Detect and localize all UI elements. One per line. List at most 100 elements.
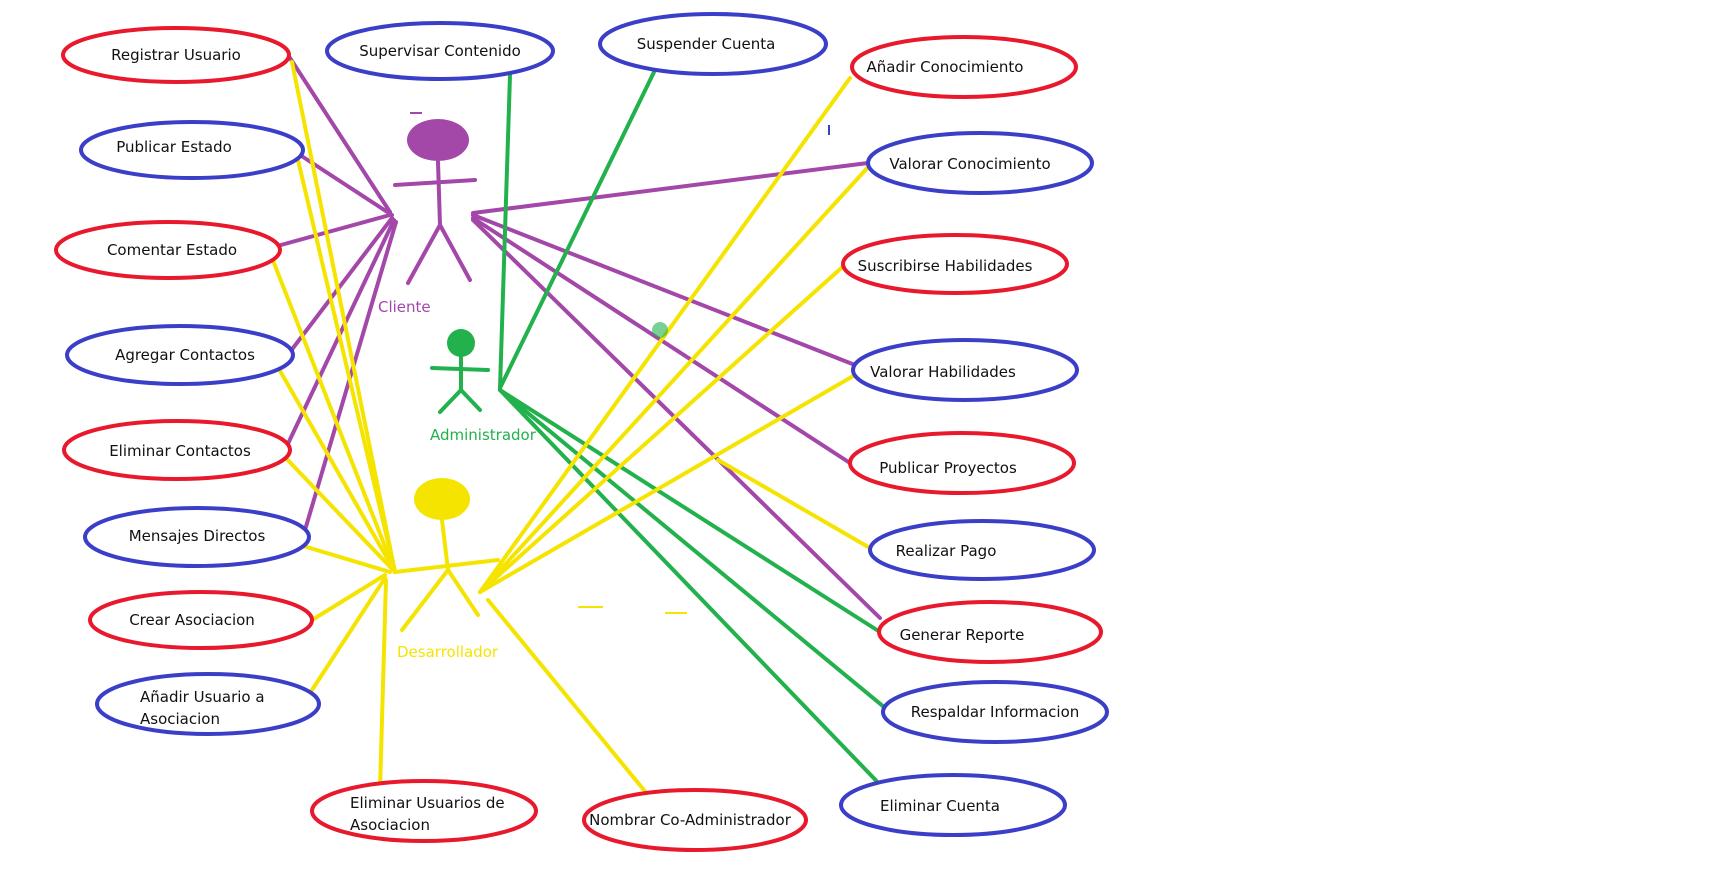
dev-line-valorar-conocimiento	[478, 163, 872, 594]
admin-line-supervisar-contenido	[498, 73, 512, 390]
usecase-label: Valorar Conocimiento	[889, 155, 1050, 173]
usecase-crear-asociacion[interactable]: Crear Asociacion	[88, 590, 314, 650]
usecase-ellipse	[65, 324, 295, 386]
actor-developer-head	[414, 478, 470, 520]
usecase-ellipse	[79, 120, 305, 180]
usecase-publicar-proyectos[interactable]: Publicar Proyectos	[848, 431, 1076, 495]
usecase-supervisar-contenido[interactable]: Supervisar Contenido	[325, 21, 555, 81]
usecase-ellipse	[841, 233, 1069, 295]
usecase-label: Agregar Contactos	[115, 346, 255, 364]
usecase-respaldar-informacion[interactable]: Respaldar Informacion	[881, 680, 1109, 744]
usecase-label: Eliminar Contactos	[109, 442, 251, 460]
usecase-label: Eliminar Cuenta	[880, 797, 1000, 815]
use-cases: Registrar Usuario Supervisar Contenido S…	[54, 12, 1109, 852]
admin-line-eliminar-cuenta	[498, 388, 892, 797]
actor-client: Cliente	[378, 119, 477, 316]
actor-developer-label: Desarrollador	[397, 643, 499, 661]
dev-line-nombrar-coadministrador	[486, 598, 650, 797]
usecase-anadir-usuario-asociacion[interactable]: Añadir Usuario a Asociacion	[95, 672, 321, 736]
usecase-label: Añadir Conocimiento	[867, 58, 1024, 76]
usecase-label: Realizar Pago	[896, 542, 997, 560]
usecase-ellipse	[54, 220, 282, 280]
actor-developer-body	[440, 518, 450, 572]
usecase-registrar-usuario[interactable]: Registrar Usuario	[61, 26, 291, 84]
usecase-eliminar-cuenta[interactable]: Eliminar Cuenta	[839, 773, 1067, 837]
admin-line-suspender-cuenta	[498, 68, 657, 390]
usecase-label: Suscribirse Habilidades	[858, 257, 1033, 275]
usecase-ellipse	[88, 590, 314, 650]
smudge-yellow-1	[578, 606, 603, 608]
client-associations	[268, 56, 882, 620]
actor-developer-leg-right	[446, 568, 480, 617]
actor-admin-label: Administrador	[430, 426, 537, 444]
usecase-eliminar-usuarios-asociacion[interactable]: Eliminar Usuarios de Asociacion	[310, 779, 538, 843]
usecase-label: Crear Asociacion	[129, 611, 255, 629]
actor-client-head	[407, 119, 469, 161]
client-line-generar-reporte	[471, 218, 882, 620]
dev-line-publicar-estado	[296, 158, 397, 574]
dev-line-eliminar-contactos	[278, 450, 397, 574]
actor-client-leg-right	[438, 223, 472, 282]
usecase-ellipse	[582, 788, 808, 852]
actor-developer-leg-left	[400, 568, 450, 632]
smudge-marks	[410, 112, 830, 614]
client-line-publicar-estado	[298, 153, 394, 217]
usecase-generar-reporte[interactable]: Generar Reporte	[877, 600, 1103, 664]
usecase-publicar-estado[interactable]: Publicar Estado	[79, 120, 305, 180]
actor-admin-leg-right	[459, 388, 482, 412]
usecase-ellipse	[61, 26, 291, 84]
actor-admin-head	[447, 329, 475, 357]
usecase-label: Mensajes Directos	[129, 527, 266, 545]
dev-line-eliminar-usuarios-asociacion	[378, 578, 388, 792]
usecase-valorar-conocimiento[interactable]: Valorar Conocimiento	[866, 131, 1094, 195]
usecase-ellipse	[868, 519, 1096, 581]
usecase-suscribirse-habilidades[interactable]: Suscribirse Habilidades	[841, 233, 1069, 295]
usecase-suspender-cuenta[interactable]: Suspender Cuenta	[598, 12, 828, 76]
actor-admin: Administrador	[430, 329, 537, 444]
usecase-agregar-contactos[interactable]: Agregar Contactos	[65, 324, 295, 386]
usecase-label: Registrar Usuario	[111, 46, 241, 64]
admin-associations	[498, 68, 892, 797]
dev-line-anadir-usuario-asociacion	[310, 576, 387, 692]
usecase-comentar-estado[interactable]: Comentar Estado	[54, 220, 282, 280]
client-line-valorar-conocimiento	[471, 161, 870, 215]
usecase-eliminar-contactos[interactable]: Eliminar Contactos	[62, 419, 292, 481]
usecase-label: Nombrar Co-Administrador	[589, 811, 792, 829]
dev-line-valorar-habilidades	[478, 373, 857, 594]
usecase-ellipse	[850, 35, 1078, 99]
usecase-nombrar-coadministrador[interactable]: Nombrar Co-Administrador	[582, 788, 808, 852]
usecase-label: Publicar Proyectos	[879, 459, 1017, 477]
client-line-comentar-estado	[268, 213, 392, 250]
dev-line-realizar-pago	[716, 458, 872, 550]
actor-developer: Desarrollador	[393, 478, 500, 661]
dev-line-crear-asociacion	[310, 573, 387, 622]
dev-line-comentar-estado	[270, 256, 397, 574]
actor-admin-arms	[430, 366, 490, 372]
usecase-ellipse	[95, 672, 321, 736]
usecase-ellipse	[62, 419, 292, 481]
usecase-label-line1: Añadir Usuario a	[140, 688, 265, 706]
usecase-ellipse	[325, 21, 555, 81]
usecase-label: Valorar Habilidades	[870, 363, 1016, 381]
usecase-valorar-habilidades[interactable]: Valorar Habilidades	[851, 338, 1079, 402]
usecase-ellipse	[83, 506, 311, 568]
usecase-label: Supervisar Contenido	[359, 42, 521, 60]
usecase-ellipse	[310, 779, 538, 843]
actor-client-leg-left	[406, 223, 442, 285]
usecase-anadir-conocimiento[interactable]: Añadir Conocimiento	[850, 35, 1078, 99]
dev-line-mensajes-directos	[298, 543, 392, 574]
usecase-label: Generar Reporte	[900, 626, 1025, 644]
usecase-ellipse	[877, 600, 1103, 664]
smudge-green-head	[652, 322, 668, 338]
usecase-label-line2: Asociacion	[140, 710, 220, 728]
smudge-purple-1	[410, 112, 422, 114]
usecase-label: Respaldar Informacion	[911, 703, 1080, 721]
usecase-ellipse	[839, 773, 1067, 837]
usecase-realizar-pago[interactable]: Realizar Pago	[868, 519, 1096, 581]
usecase-label: Comentar Estado	[107, 241, 237, 259]
admin-line-generar-reporte	[498, 388, 882, 634]
dev-line-agregar-contactos	[273, 360, 397, 574]
usecase-mensajes-directos[interactable]: Mensajes Directos	[83, 506, 311, 568]
usecase-ellipse	[866, 131, 1094, 195]
